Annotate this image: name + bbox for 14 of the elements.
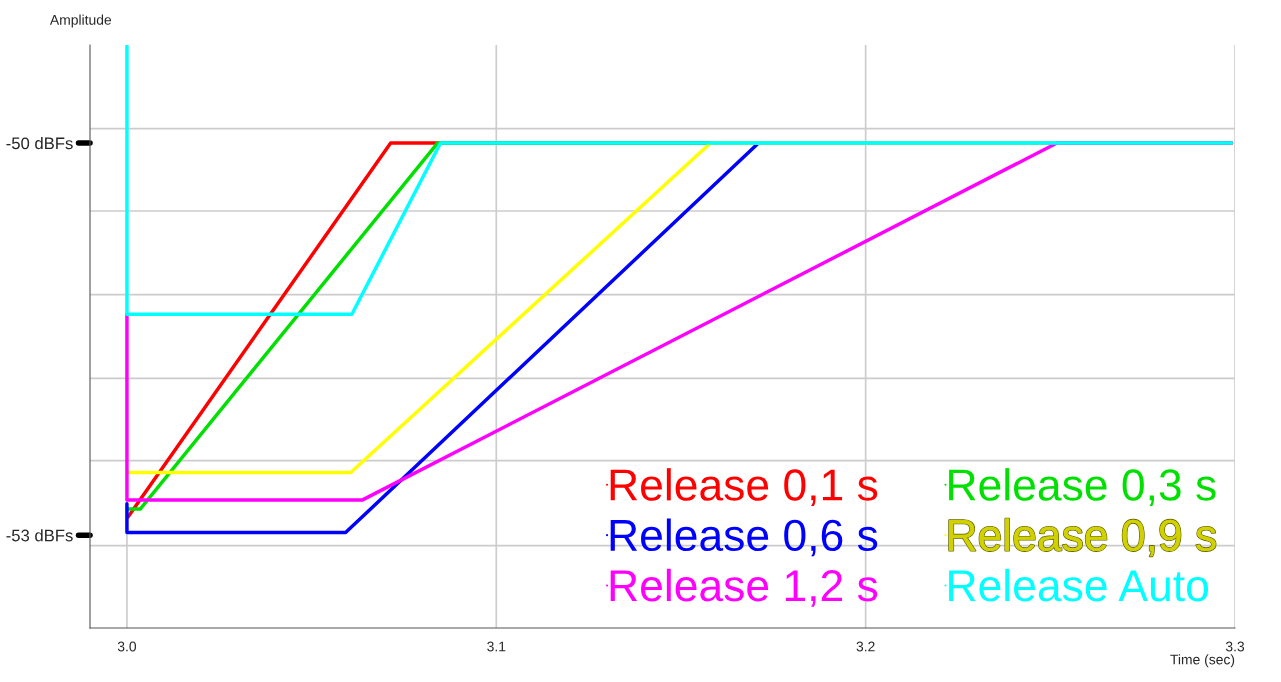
x-tick-label: 3.0 (117, 641, 137, 652)
y-axis-title: Amplitude (49, 14, 112, 28)
legend-label: Release 1,2 s (610, 568, 878, 607)
y-tick-label: -53 dBFs (6, 529, 73, 542)
x-tick-label: 3.2 (856, 641, 875, 652)
legend-label: Release 0,6 s (610, 518, 878, 557)
x-tick-label: 3.1 (487, 641, 506, 652)
y-tick-label: -50 dBFs (6, 137, 73, 150)
x-axis-title: Time (sec) (1170, 654, 1235, 668)
legend-label: Release Auto (949, 568, 1208, 602)
legend-label: Release 0,9 s (949, 518, 1216, 557)
legend-label: Release 0,1 s (610, 468, 878, 507)
x-tick-label: 3.3 (1225, 641, 1245, 652)
legend-label: Release 0,3 s (949, 468, 1216, 507)
